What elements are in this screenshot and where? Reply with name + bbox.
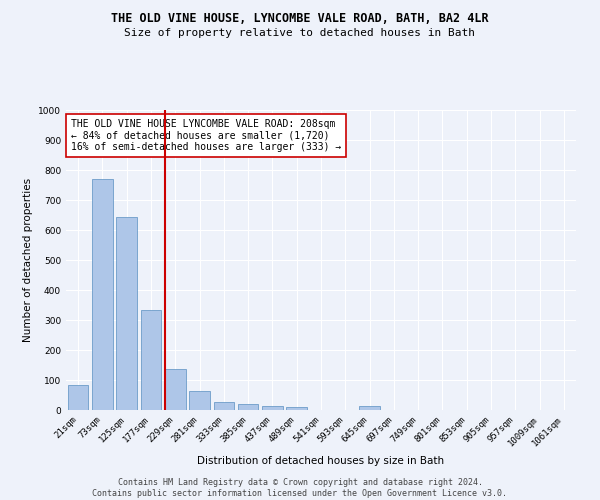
Text: THE OLD VINE HOUSE, LYNCOMBE VALE ROAD, BATH, BA2 4LR: THE OLD VINE HOUSE, LYNCOMBE VALE ROAD, … [111, 12, 489, 26]
Bar [92, 179, 113, 410]
Bar [262, 406, 283, 410]
X-axis label: Distribution of detached houses by size in Bath: Distribution of detached houses by size … [197, 456, 445, 466]
Y-axis label: Number of detached properties: Number of detached properties [23, 178, 32, 342]
Bar [68, 385, 88, 410]
Text: THE OLD VINE HOUSE LYNCOMBE VALE ROAD: 208sqm
← 84% of detached houses are small: THE OLD VINE HOUSE LYNCOMBE VALE ROAD: 2… [71, 119, 341, 152]
Text: Size of property relative to detached houses in Bath: Size of property relative to detached ho… [125, 28, 476, 38]
Bar [286, 407, 307, 410]
Bar [214, 402, 234, 410]
Bar [359, 406, 380, 410]
Bar [116, 216, 137, 410]
Bar [238, 404, 259, 410]
Bar [189, 392, 210, 410]
Bar [140, 310, 161, 410]
Bar [165, 369, 185, 410]
Text: Contains HM Land Registry data © Crown copyright and database right 2024.
Contai: Contains HM Land Registry data © Crown c… [92, 478, 508, 498]
